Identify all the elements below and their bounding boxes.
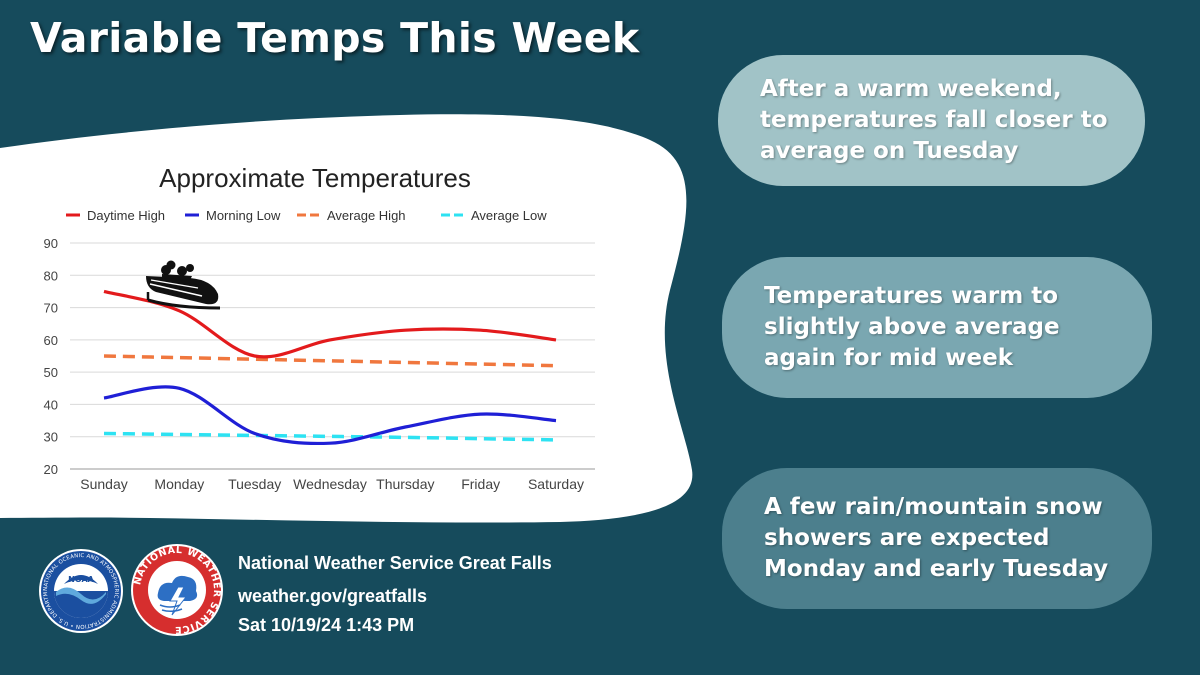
x-tick-label: Wednesday	[293, 476, 367, 492]
chart-title: Approximate Temperatures	[159, 163, 471, 193]
bobsled-icon	[146, 260, 221, 310]
callout-midweek-warmup-text: Temperatures warm to slightly above aver…	[764, 283, 1060, 371]
series-line-morning-low	[103, 385, 557, 446]
y-tick-label: 80	[44, 268, 58, 283]
x-tick-label: Thursday	[376, 476, 434, 492]
x-axis: Sunday Monday Tuesday Wednesday Thursday Frid…	[80, 476, 584, 492]
y-tick-label: 50	[44, 365, 58, 380]
y-tick-label: 30	[44, 430, 58, 445]
page-title: Variable Temps This Week	[30, 14, 640, 62]
y-tick-label: 90	[44, 236, 58, 251]
x-tick-label: Friday	[461, 476, 500, 492]
legend-label: Average High	[327, 208, 406, 223]
legend-label: Daytime High	[87, 208, 165, 223]
y-tick-label: 20	[44, 462, 58, 477]
footer-office-name: National Weather Service Great Falls	[238, 553, 552, 573]
noaa-logo-icon: NATIONAL OCEANIC AND ATMOSPHERIC ADMINIS…	[38, 548, 123, 633]
x-tick-label: Sunday	[80, 476, 127, 492]
y-tick-label: 40	[44, 397, 58, 412]
footer-url: weather.gov/greatfalls	[238, 586, 428, 606]
callout-warm-weekend: After a warm weekend, temperatures fall …	[718, 55, 1145, 186]
chart-series	[103, 289, 557, 446]
callout-showers-text: A few rain/mountain snow showers are exp…	[764, 494, 1109, 582]
svg-text:NOAA: NOAA	[68, 575, 94, 584]
legend-label: Morning Low	[206, 208, 281, 223]
chart-gridlines	[70, 242, 595, 470]
callout-warm-weekend-text: After a warm weekend, temperatures fall …	[760, 76, 1108, 164]
footer-timestamp: Sat 10/19/24 1:43 PM	[238, 615, 415, 635]
x-tick-label: Tuesday	[228, 476, 281, 492]
callout-showers: A few rain/mountain snow showers are exp…	[722, 468, 1152, 609]
x-tick-label: Saturday	[528, 476, 584, 492]
callout-midweek-warmup: Temperatures warm to slightly above aver…	[722, 257, 1152, 398]
x-tick-label: Monday	[154, 476, 204, 492]
y-tick-label: 70	[44, 301, 58, 316]
y-axis: 20 30 40 50 60 70 80 90	[44, 236, 58, 477]
chart-legend: Daytime High Morning Low Average High Avera…	[66, 208, 547, 223]
nws-logo-icon: NATIONAL WEATHER SERVICE	[131, 544, 223, 636]
y-tick-label: 60	[44, 333, 58, 348]
series-line-daytime-high	[103, 289, 557, 359]
legend-label: Average Low	[471, 208, 547, 223]
